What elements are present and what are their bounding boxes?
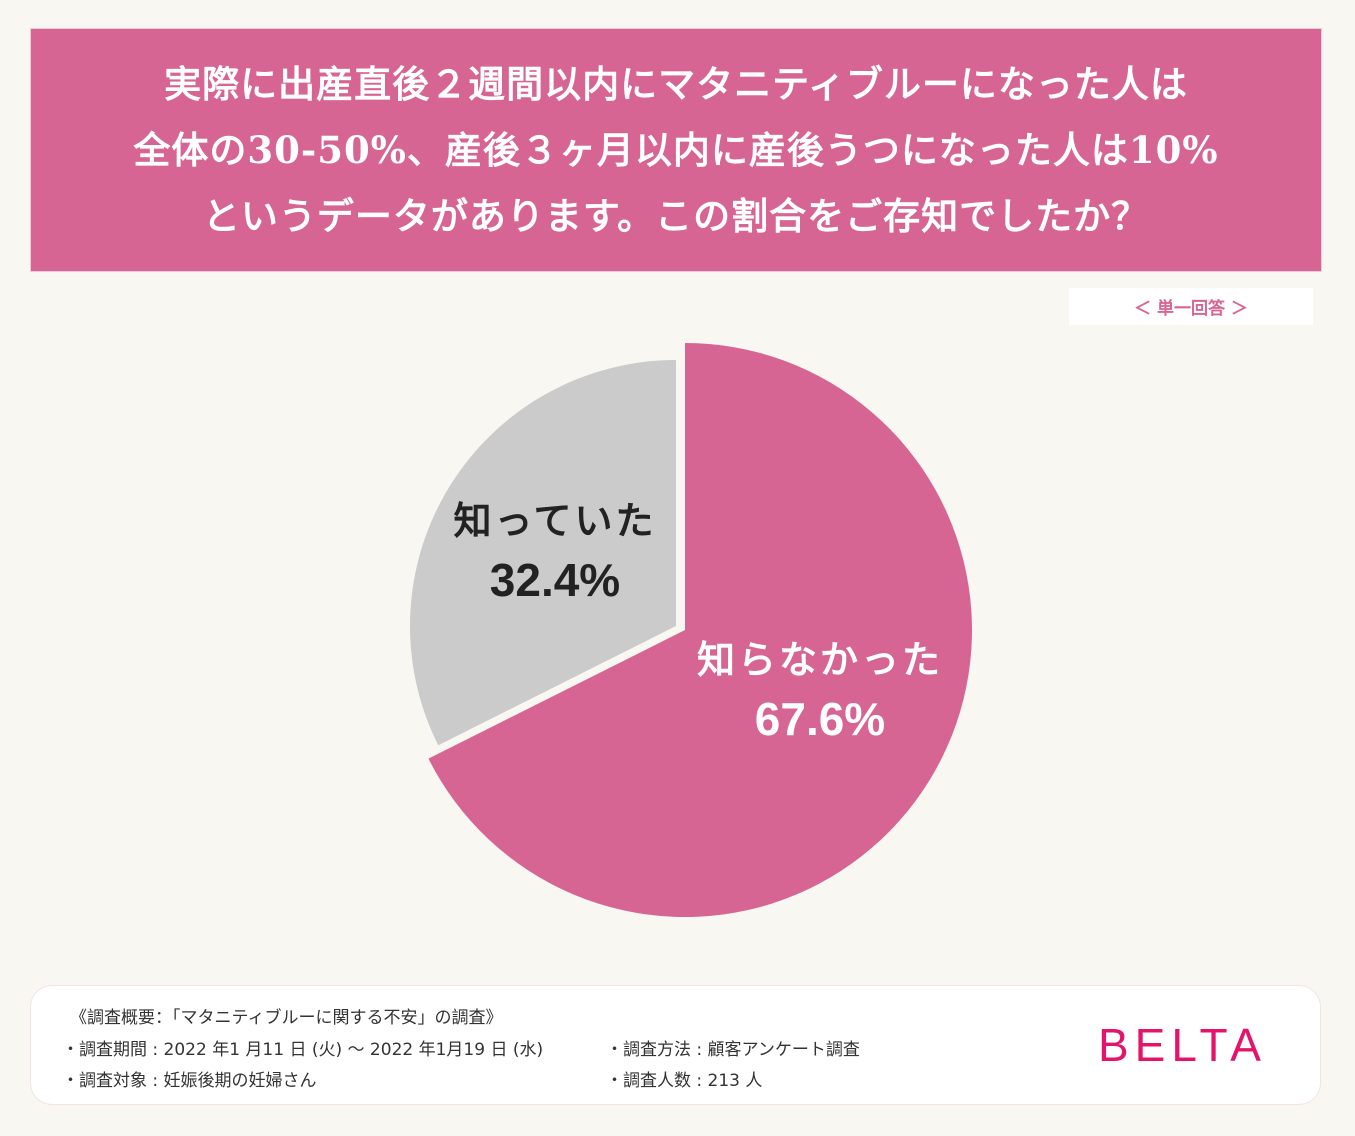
label-unknown-pct: 67.6%: [754, 693, 886, 745]
question-line-2: 全体の30-50%、産後３ヶ月以内に産後うつになった人は10%: [133, 128, 1219, 172]
question-header: 実際に出産直後２週間以内にマタニティブルーになった人は 全体の30-50%、産後…: [30, 28, 1322, 272]
survey-period: ・調査期間 : 2022 年1 月11 日 (火) ～ 2022 年1月19 日…: [62, 1040, 544, 1060]
question-line-1: 実際に出産直後２週間以内にマタニティブルーになった人は: [164, 62, 1188, 106]
label-known: 知っていた 32.4%: [440, 493, 670, 611]
survey-count: ・調査人数 : 213 人: [606, 1071, 763, 1091]
question-line-3: というデータがあります。この割合をご存知でしたか？: [202, 194, 1150, 238]
survey-summary: 《調査概要：「マタニティブルーに関する不安」の調査》: [70, 1008, 503, 1028]
survey-footer: [30, 985, 1321, 1105]
pie-slice-known: [409, 360, 676, 746]
survey-method: ・調査方法 : 顧客アンケート調査: [606, 1040, 860, 1060]
label-unknown: 知らなかった 67.6%: [680, 632, 960, 750]
label-known-name: 知っていた: [453, 499, 657, 543]
label-known-pct: 32.4%: [489, 554, 621, 606]
label-unknown-name: 知らなかった: [696, 638, 943, 682]
pie-slice-unknown: [428, 343, 973, 917]
answer-type-tag: ＜ 単一回答 ＞: [1069, 288, 1313, 325]
survey-target: ・調査対象 : 妊娠後期の妊婦さん: [62, 1071, 317, 1091]
belta-logo: BELTA: [1098, 1019, 1267, 1071]
